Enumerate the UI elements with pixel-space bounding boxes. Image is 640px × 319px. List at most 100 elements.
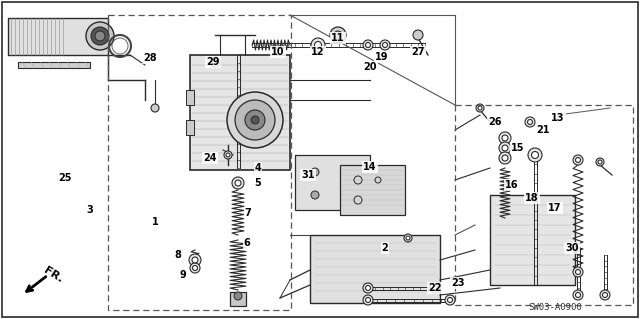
Circle shape	[499, 152, 511, 164]
Circle shape	[314, 41, 321, 48]
Circle shape	[330, 27, 346, 43]
Text: 10: 10	[271, 47, 285, 57]
Circle shape	[413, 30, 423, 40]
Circle shape	[251, 116, 259, 124]
Bar	[490, 195, 575, 285]
Text: 18: 18	[525, 193, 539, 203]
Text: 14: 14	[364, 162, 377, 172]
Circle shape	[404, 234, 412, 242]
Text: 22: 22	[428, 283, 442, 293]
Circle shape	[245, 110, 265, 130]
Circle shape	[596, 158, 604, 166]
Circle shape	[311, 38, 325, 52]
Text: 1: 1	[152, 217, 158, 227]
Bar	[190, 55, 290, 170]
Circle shape	[234, 292, 242, 300]
Circle shape	[363, 295, 373, 305]
Text: 2: 2	[381, 243, 388, 253]
Circle shape	[365, 286, 371, 291]
Text: 13: 13	[551, 113, 564, 123]
Circle shape	[573, 267, 583, 277]
Circle shape	[602, 293, 607, 298]
Bar	[186, 90, 194, 105]
Text: 28: 28	[143, 53, 157, 63]
Circle shape	[573, 290, 583, 300]
Circle shape	[86, 22, 114, 50]
Text: 5: 5	[255, 178, 261, 188]
Text: 29: 29	[206, 57, 220, 67]
Circle shape	[445, 295, 455, 305]
Text: 30: 30	[565, 243, 579, 253]
Circle shape	[575, 158, 580, 162]
Circle shape	[383, 42, 387, 48]
Text: 7: 7	[244, 208, 252, 218]
Text: 6: 6	[244, 238, 250, 248]
Circle shape	[531, 152, 538, 159]
Circle shape	[527, 120, 532, 124]
Circle shape	[235, 100, 275, 140]
Circle shape	[478, 106, 482, 110]
Text: 9: 9	[180, 270, 186, 280]
Circle shape	[227, 92, 283, 148]
Circle shape	[224, 151, 232, 159]
Text: 15: 15	[511, 143, 525, 153]
Circle shape	[502, 145, 508, 151]
Circle shape	[311, 191, 319, 199]
Circle shape	[598, 160, 602, 164]
Circle shape	[433, 286, 438, 291]
Circle shape	[600, 290, 610, 300]
Text: 17: 17	[548, 203, 562, 213]
Circle shape	[190, 263, 200, 273]
Circle shape	[193, 265, 198, 271]
Text: 25: 25	[58, 173, 72, 183]
Circle shape	[502, 155, 508, 161]
Circle shape	[365, 298, 371, 302]
Circle shape	[334, 31, 342, 39]
Text: 19: 19	[375, 52, 388, 62]
Circle shape	[311, 168, 319, 176]
Text: 26: 26	[488, 117, 502, 127]
Bar	[340, 165, 405, 215]
Bar	[230, 292, 246, 306]
Circle shape	[447, 298, 452, 302]
Circle shape	[406, 236, 410, 240]
Circle shape	[363, 40, 373, 50]
Circle shape	[363, 283, 373, 293]
Bar	[186, 120, 194, 135]
Circle shape	[502, 135, 508, 141]
Bar	[18, 62, 90, 68]
Circle shape	[573, 155, 583, 165]
Circle shape	[91, 27, 109, 45]
Circle shape	[499, 132, 511, 144]
Circle shape	[365, 42, 371, 48]
Text: 27: 27	[412, 47, 425, 57]
Bar	[310, 235, 440, 303]
Text: 20: 20	[364, 62, 377, 72]
Circle shape	[380, 40, 390, 50]
Circle shape	[528, 148, 542, 162]
Bar	[295, 155, 370, 210]
Bar	[8, 18, 108, 55]
Text: 3: 3	[86, 205, 93, 215]
Text: 11: 11	[332, 33, 345, 43]
Text: 21: 21	[536, 125, 550, 135]
Text: SW03-A0900: SW03-A0900	[528, 303, 582, 313]
Circle shape	[192, 257, 198, 263]
Text: 23: 23	[451, 278, 465, 288]
Circle shape	[212, 60, 218, 64]
Text: 16: 16	[505, 180, 519, 190]
Text: 4: 4	[255, 163, 261, 173]
Circle shape	[210, 57, 220, 67]
Circle shape	[430, 283, 440, 293]
Circle shape	[226, 153, 230, 157]
Text: FR.: FR.	[42, 266, 65, 285]
Circle shape	[95, 31, 105, 41]
Text: 8: 8	[175, 250, 181, 260]
Text: 31: 31	[301, 170, 315, 180]
Circle shape	[151, 104, 159, 112]
Circle shape	[189, 254, 201, 266]
Bar	[108, 15, 291, 310]
Circle shape	[232, 177, 244, 189]
Circle shape	[525, 117, 535, 127]
Circle shape	[476, 104, 484, 112]
